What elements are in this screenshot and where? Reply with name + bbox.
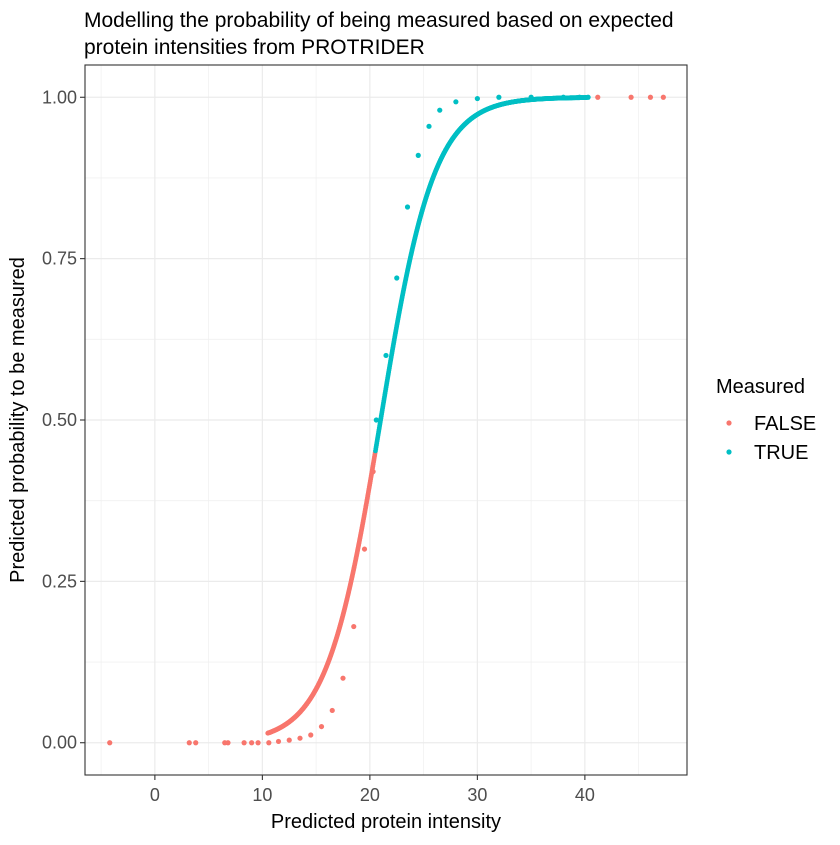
point-false — [297, 735, 303, 741]
point-false — [595, 94, 601, 100]
point-false — [107, 740, 113, 746]
point-false — [647, 94, 654, 100]
x-tick-label: 20 — [360, 785, 380, 805]
y-axis: 0.00 0.25 0.50 0.75 1.00 — [42, 87, 85, 753]
y-tick-label: 0.00 — [42, 733, 77, 753]
point-false — [275, 738, 282, 745]
y-axis-label: Predicted probability to be measured — [7, 257, 29, 583]
point-true — [394, 275, 400, 281]
point-false — [266, 740, 272, 746]
point-false — [225, 740, 231, 746]
point-true — [404, 204, 411, 210]
point-true — [576, 94, 583, 100]
point-false — [249, 740, 255, 746]
x-tick-label: 10 — [252, 785, 272, 805]
x-tick-label: 0 — [150, 785, 160, 805]
point-true — [496, 94, 502, 100]
point-false — [186, 740, 192, 746]
legend-label-true: TRUE — [754, 442, 808, 464]
legend-key-true — [726, 449, 732, 455]
y-tick-label: 0.75 — [42, 249, 77, 269]
point-false — [241, 740, 247, 746]
point-false — [370, 469, 376, 475]
point-false — [361, 546, 368, 552]
chart-title-line-2: protein intensities from PROTRIDER — [84, 36, 425, 59]
x-tick-label: 40 — [575, 785, 595, 805]
point-true — [453, 99, 459, 105]
y-tick-label: 0.25 — [42, 571, 77, 591]
y-tick-label: 1.00 — [42, 87, 77, 107]
point-false — [255, 740, 261, 746]
point-false — [318, 723, 325, 730]
series-true-points — [373, 94, 591, 454]
series-false-points — [107, 94, 666, 746]
point-false — [340, 675, 346, 681]
point-false — [329, 707, 335, 714]
point-true — [383, 352, 389, 359]
x-axis-label: Predicted protein intensity — [271, 811, 501, 833]
point-false — [351, 623, 357, 630]
point-false — [660, 94, 666, 100]
point-true — [426, 123, 432, 129]
point-true — [415, 152, 421, 158]
point-false — [308, 732, 314, 738]
point-true — [585, 94, 591, 100]
point-true — [560, 94, 566, 100]
legend-title: Measured — [716, 376, 805, 398]
point-false — [628, 94, 634, 100]
legend-label-false: FALSE — [754, 413, 816, 435]
point-false — [193, 740, 199, 746]
chart-title-line-1: Modelling the probability of being measu… — [84, 9, 674, 32]
point-true — [373, 417, 379, 423]
legend-key-false — [726, 420, 732, 426]
y-tick-label: 0.50 — [42, 410, 77, 430]
x-tick-label: 30 — [467, 785, 487, 805]
point-true — [528, 94, 534, 100]
point-false — [286, 737, 292, 743]
point-true — [474, 95, 480, 102]
legend: Measured FALSE TRUE — [716, 376, 816, 464]
x-axis: 0 10 20 30 40 — [150, 775, 595, 805]
point-true — [437, 107, 443, 113]
